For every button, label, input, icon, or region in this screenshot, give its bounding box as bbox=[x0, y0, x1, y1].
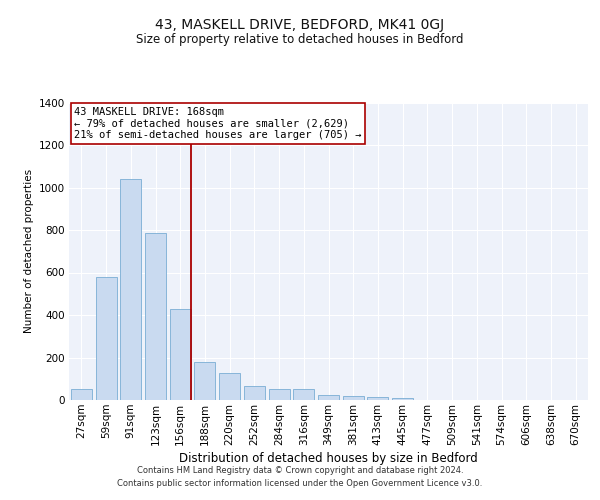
Text: Contains public sector information licensed under the Open Government Licence v3: Contains public sector information licen… bbox=[118, 479, 482, 488]
Bar bbox=[244, 386, 265, 400]
Bar bbox=[71, 390, 92, 400]
Text: Size of property relative to detached houses in Bedford: Size of property relative to detached ho… bbox=[136, 32, 464, 46]
X-axis label: Distribution of detached houses by size in Bedford: Distribution of detached houses by size … bbox=[179, 452, 478, 465]
Text: 43, MASKELL DRIVE, BEDFORD, MK41 0GJ: 43, MASKELL DRIVE, BEDFORD, MK41 0GJ bbox=[155, 18, 445, 32]
Bar bbox=[392, 398, 413, 400]
Text: 43 MASKELL DRIVE: 168sqm
← 79% of detached houses are smaller (2,629)
21% of sem: 43 MASKELL DRIVE: 168sqm ← 79% of detach… bbox=[74, 107, 362, 140]
Bar bbox=[343, 396, 364, 400]
Bar bbox=[120, 179, 141, 400]
Bar bbox=[318, 394, 339, 400]
Y-axis label: Number of detached properties: Number of detached properties bbox=[25, 169, 34, 334]
Bar bbox=[95, 277, 116, 400]
Bar bbox=[269, 389, 290, 400]
Bar bbox=[293, 390, 314, 400]
Bar bbox=[170, 308, 191, 400]
Text: Contains HM Land Registry data © Crown copyright and database right 2024.: Contains HM Land Registry data © Crown c… bbox=[137, 466, 463, 475]
Bar bbox=[145, 233, 166, 400]
Bar bbox=[194, 362, 215, 400]
Bar bbox=[367, 397, 388, 400]
Bar bbox=[219, 374, 240, 400]
